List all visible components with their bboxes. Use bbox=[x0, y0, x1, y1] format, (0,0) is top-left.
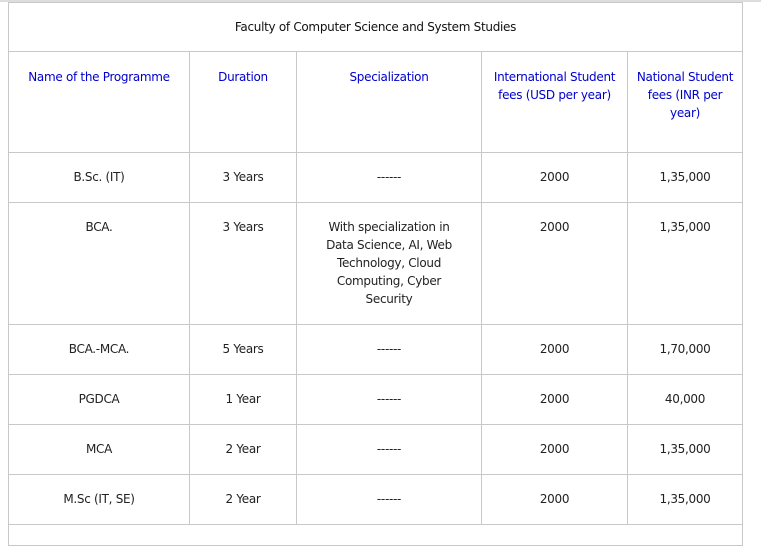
cell-national-fee: 1,35,000 bbox=[626, 202, 744, 325]
cell-specialization: ------ bbox=[296, 374, 482, 425]
cell-national-fee: 1,35,000 bbox=[626, 474, 744, 525]
cell-programme: MCA bbox=[8, 424, 190, 475]
cell-specialization: ------ bbox=[296, 324, 482, 375]
cell-programme: B.Sc. (IT) bbox=[8, 152, 190, 203]
header-programme: Name of the Programme bbox=[8, 51, 190, 153]
cell-international-fee: 2000 bbox=[481, 424, 628, 475]
table-row: PGDCA 1 Year ------ 2000 40,000 bbox=[8, 374, 744, 425]
table-row: BCA.-MCA. 5 Years ------ 2000 1,70,000 bbox=[8, 324, 744, 375]
cell-specialization: With specialization in Data Science, AI,… bbox=[296, 202, 482, 325]
table-row: MCA 2 Year ------ 2000 1,35,000 bbox=[8, 424, 744, 475]
cell-duration: 1 Year bbox=[189, 374, 297, 425]
table-row: BCA. 3 Years With specialization in Data S… bbox=[8, 202, 744, 325]
cell-international-fee: 2000 bbox=[481, 324, 628, 375]
table-title: Faculty of Computer Science and System S… bbox=[7, 2, 744, 52]
top-divider bbox=[0, 0, 761, 2]
table-row: B.Sc. (IT) 3 Years ------ 2000 1,35,000 bbox=[8, 152, 744, 203]
cell-duration: 3 Years bbox=[189, 152, 297, 203]
cell-specialization: ------ bbox=[296, 424, 482, 475]
cell-programme: PGDCA bbox=[8, 374, 190, 425]
programme-fees-table: Faculty of Computer Science and System S… bbox=[7, 2, 744, 546]
cell-national-fee: 1,35,000 bbox=[626, 152, 744, 203]
table-row-partial bbox=[7, 524, 744, 546]
cell-international-fee: 2000 bbox=[481, 374, 628, 425]
cell-international-fee: 2000 bbox=[481, 474, 628, 525]
header-specialization: Specialization bbox=[296, 51, 482, 153]
cell-national-fee: 40,000 bbox=[626, 374, 744, 425]
cell-duration: 5 Years bbox=[189, 324, 297, 375]
cell-national-fee: 1,35,000 bbox=[626, 424, 744, 475]
table-row: M.Sc (IT, SE) 2 Year ------ 2000 1,35,000 bbox=[8, 474, 744, 525]
cell-national-fee: 1,70,000 bbox=[626, 324, 744, 375]
cell-duration: 2 Year bbox=[189, 474, 297, 525]
cell-international-fee: 2000 bbox=[481, 202, 628, 325]
cell-programme: M.Sc (IT, SE) bbox=[8, 474, 190, 525]
header-duration: Duration bbox=[189, 51, 297, 153]
cell-specialization: ------ bbox=[296, 474, 482, 525]
cell-programme: BCA.-MCA. bbox=[8, 324, 190, 375]
cell-duration: 2 Year bbox=[189, 424, 297, 475]
cell-duration: 3 Years bbox=[189, 202, 297, 325]
header-national-fees: National Student fees (INR per year) bbox=[626, 51, 744, 153]
table-header-row: Name of the Programme Duration Specializ… bbox=[8, 51, 744, 153]
cell-specialization: ------ bbox=[296, 152, 482, 203]
cell-programme: BCA. bbox=[8, 202, 190, 325]
cell-international-fee: 2000 bbox=[481, 152, 628, 203]
header-international-fees: International Student fees (USD per year… bbox=[481, 51, 628, 153]
table-title-row: Faculty of Computer Science and System S… bbox=[7, 2, 744, 52]
